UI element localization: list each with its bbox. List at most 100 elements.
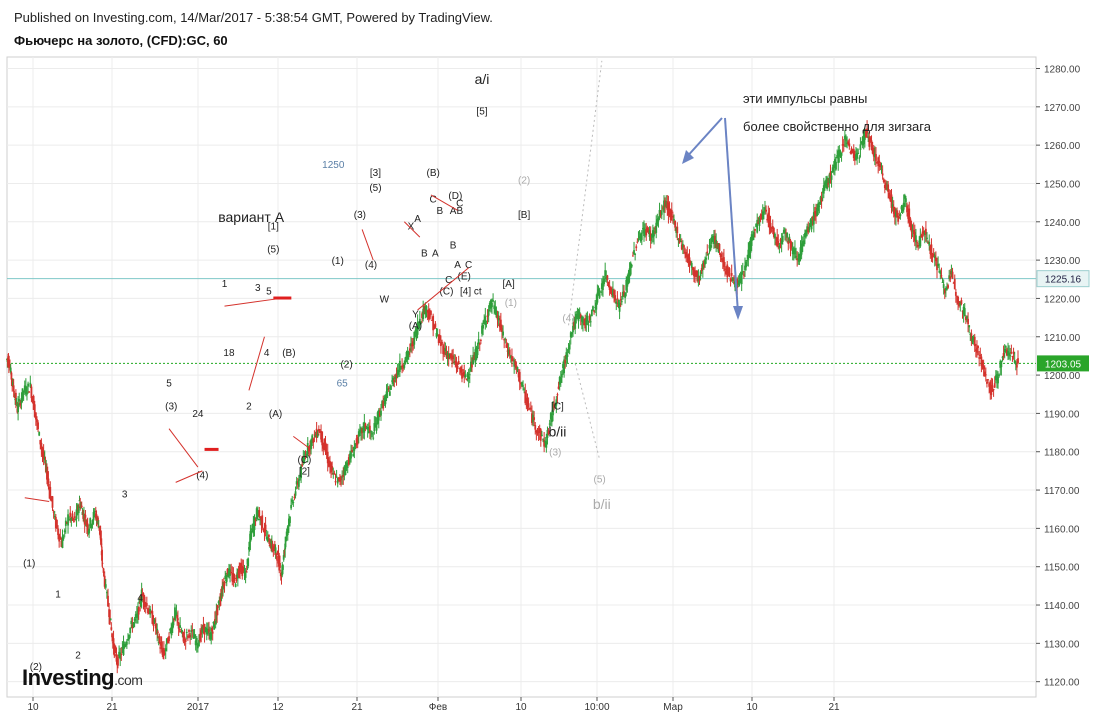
last-price-label: 1203.05	[1045, 359, 1082, 370]
logo-brand: Investing	[22, 665, 115, 690]
candle-body	[701, 263, 704, 270]
candle-body	[363, 421, 366, 433]
candle-body	[302, 457, 305, 463]
candle-body	[847, 141, 850, 145]
candle-body	[991, 385, 994, 392]
wave-label-gray: b/ii	[593, 496, 611, 512]
candle-body	[441, 341, 443, 344]
wave-label: 18	[223, 348, 235, 359]
candle-body	[698, 275, 701, 282]
candle-body	[537, 431, 540, 433]
candle-body	[285, 537, 287, 539]
candle-body	[873, 153, 876, 158]
candle-body	[418, 318, 421, 325]
candle-body	[867, 136, 870, 138]
candle-body	[200, 630, 203, 635]
candle-body	[427, 309, 430, 320]
candle-body	[448, 353, 451, 358]
candle-body	[562, 364, 564, 369]
trend-line	[24, 497, 50, 503]
candle-body	[729, 278, 732, 282]
candle-body	[633, 250, 635, 255]
candle-body	[860, 141, 863, 143]
candle-body	[594, 306, 597, 308]
candle-body	[989, 381, 992, 393]
candle-body	[317, 429, 320, 432]
candle-body	[719, 254, 722, 258]
candle-body	[856, 152, 858, 159]
candle-body	[517, 372, 520, 378]
candle-body	[984, 374, 987, 376]
candle-body	[745, 261, 748, 268]
candle-body	[519, 383, 522, 385]
candle-body	[463, 371, 466, 377]
candle-body	[322, 443, 325, 449]
candle-body	[236, 572, 238, 574]
candle-body	[324, 442, 327, 452]
wave-label: (D)	[448, 191, 462, 202]
candle-body	[109, 618, 112, 621]
candle-body	[58, 534, 61, 542]
candle-body	[694, 271, 696, 277]
candle-body	[931, 255, 934, 258]
candle-body	[209, 632, 211, 640]
candle-body	[205, 628, 208, 635]
candle-body	[744, 265, 746, 271]
candle-body	[536, 430, 539, 434]
candle-body	[152, 620, 155, 627]
candle-body	[757, 221, 760, 224]
candle-body	[913, 232, 916, 241]
candle-body	[394, 376, 397, 379]
candle-body	[464, 374, 467, 378]
candle-body	[706, 251, 709, 254]
logo-domain: .com	[114, 672, 143, 688]
candle-body	[766, 218, 769, 221]
candle-body	[61, 536, 64, 548]
trend-line	[430, 194, 458, 211]
candle-body	[838, 149, 841, 156]
candle-body	[414, 330, 417, 334]
candle-body	[922, 230, 925, 235]
candle-body	[781, 235, 784, 242]
candle-body	[851, 150, 854, 152]
candle-body	[582, 316, 584, 324]
candle-body	[980, 356, 983, 366]
candle-body	[69, 512, 72, 517]
candle-body	[285, 531, 288, 537]
candle-body	[339, 479, 341, 482]
candle-body	[545, 441, 548, 448]
candle-body	[645, 229, 648, 236]
candle-body	[680, 244, 683, 250]
candle-body	[8, 364, 11, 366]
candle-body	[432, 315, 435, 331]
x-tick-label: 12	[272, 702, 284, 713]
wave-label: b/ii	[548, 423, 566, 439]
candle-body	[1008, 352, 1011, 356]
candle-body	[674, 220, 676, 228]
candle-body	[755, 223, 758, 228]
candle-body	[888, 192, 891, 199]
candle-body	[222, 584, 224, 590]
candle-body	[776, 237, 779, 247]
candle-body	[563, 359, 566, 374]
candle-body	[649, 233, 652, 241]
wave-label: [B]	[518, 210, 530, 221]
candle-body	[230, 572, 233, 574]
candle-body	[861, 136, 864, 146]
candle-body	[227, 574, 230, 577]
candle-body	[413, 331, 416, 345]
candle-body	[960, 299, 963, 304]
candle-body	[323, 438, 326, 450]
candle-body	[130, 620, 133, 625]
candle-body	[670, 209, 673, 213]
y-tick-label: 1190.00	[1044, 409, 1080, 420]
candle-body	[663, 200, 665, 213]
candle-body	[837, 150, 840, 163]
candle-body	[372, 437, 375, 439]
candle-body	[211, 631, 214, 634]
candle-body	[38, 432, 41, 436]
candle-body	[382, 400, 385, 409]
wave-label: (1)	[23, 559, 35, 570]
candle-body	[900, 206, 903, 210]
